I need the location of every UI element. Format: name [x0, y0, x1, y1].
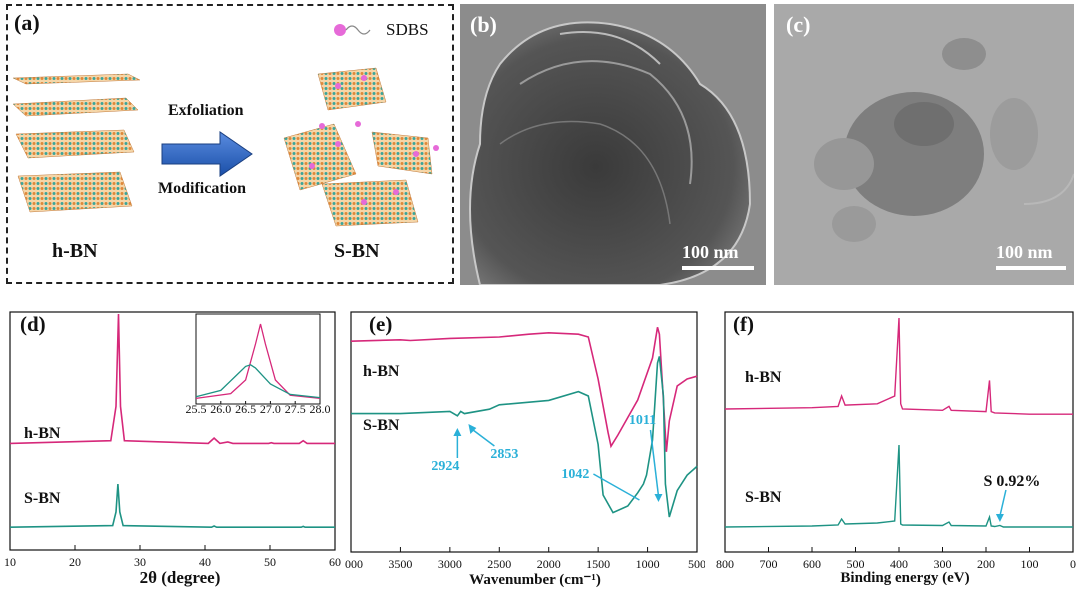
chart-f: 800 700 600 500 400 300 200 100 0 h-BN S-BN S 0.92%… [705, 308, 1080, 594]
chart-f-series-sbn-label: S-BN [745, 489, 782, 506]
chart-e-xtick-label: 3000 [438, 557, 462, 571]
sbn-flake-1 [317, 67, 387, 111]
chart-d-svg: 10 20 30 40 50 60 h-BN S-BN 25.5 26.0 26.5 27.0 27.5… [4, 311, 341, 569]
chart-e-xtick-label: 2000 [537, 557, 561, 571]
panel-a-schematic: (a) [6, 4, 454, 284]
chart-d-xlabel: 2θ (degree) [139, 568, 221, 587]
chart-d-inset-tick-label: 28.0 [310, 402, 331, 416]
chart-f-xtick-label: 100 [1021, 557, 1039, 571]
hbn-name: h-BN [52, 240, 98, 262]
sbn-flake-3 [371, 131, 433, 175]
chart-e-xtick-label: 1500 [586, 557, 610, 571]
chart-e-xtick-label: 1000 [636, 557, 660, 571]
chart-e-annot-2924-arrowhead [453, 428, 462, 436]
panel-f-label: (f) [733, 312, 754, 336]
chart-e-annot-2853-arrowhead [468, 424, 477, 434]
chart-e-xtick-label: 2500 [487, 557, 511, 571]
chart-f-xtick-label: 400 [890, 557, 908, 571]
chart-f-xtick-label: 600 [803, 557, 821, 571]
chart-e-xtick-label: 4000 [345, 557, 363, 571]
chart-f-annot-arrowhead [995, 514, 1004, 522]
chart-e: 4000 3500 3000 2500 2000 1500 1000 500 h-BN S-BN 2… [339, 308, 706, 594]
chart-e-series-sbn-label: S-BN [363, 417, 400, 434]
chart-f-annot-arrow [999, 489, 1007, 517]
chart-d-inset-tick-label: 26.5 [235, 402, 256, 416]
chart-f-xtick-label: 700 [760, 557, 778, 571]
chart-e-annot-2853-arrow [469, 427, 495, 447]
chart-d-xtick-label: 50 [264, 555, 276, 569]
schematic-drawing [12, 24, 439, 227]
chart-f-xtick-label: 0 [1070, 557, 1076, 571]
chart-d-inset-tick-label: 27.5 [285, 402, 306, 416]
exfoliation-label: Exfoliation [168, 102, 244, 119]
chart-d: 10 20 30 40 50 60 h-BN S-BN 25.5 26.0 26.5 27.0 27.5… [0, 308, 345, 594]
modification-label: Modification [158, 180, 246, 197]
chart-f-xlabel: Binding energy (eV) [840, 570, 970, 586]
sbn-name: S-BN [334, 240, 380, 262]
chart-f-xtick-label: 500 [847, 557, 865, 571]
chart-d-inset-tick-label: 27.0 [260, 402, 281, 416]
panel-c-tem-image: (c) 100 nm [774, 4, 1074, 285]
chart-d-inset-frame [195, 313, 321, 405]
hbn-layer-3 [15, 129, 135, 159]
sdbs-legend-icon [334, 24, 346, 36]
chart-d-xtick-label: 20 [69, 555, 81, 569]
chart-e-series-hbn-line [350, 326, 698, 452]
chart-d-xtick-label: 30 [134, 555, 146, 569]
hbn-layer-4 [17, 171, 133, 213]
chart-e-xlabel: Wavenumber (cm⁻¹) [469, 572, 601, 588]
sdbs-legend-label: SDBS [386, 20, 429, 39]
chart-e-annot-2853: 2853 [490, 447, 518, 462]
chart-d-inset-sbn-line [195, 364, 321, 399]
chart-e-annot-2924: 2924 [431, 459, 459, 474]
chart-d-plot-frame [9, 311, 336, 551]
chart-d-inset-tick-label: 25.5 [186, 402, 207, 416]
chart-e-annot-1011: 1011 [629, 413, 656, 428]
panel-b-label: (b) [470, 12, 497, 37]
chart-f-xtick-label: 200 [977, 557, 995, 571]
chart-f-xtick-label: 800 [716, 557, 734, 571]
tem-image-c [774, 4, 1074, 285]
chart-d-xtick-label: 10 [4, 555, 16, 569]
sbn-flake-2 [283, 123, 357, 191]
chart-d-series-hbn-line [9, 313, 335, 445]
chart-d-xtick-label: 60 [329, 555, 341, 569]
chart-d-series-sbn-label: S-BN [24, 490, 61, 507]
chart-d-xtick-label: 40 [199, 555, 211, 569]
chart-e-annot-1011-arrowhead [654, 494, 663, 502]
chart-f-xtick-label: 300 [934, 557, 952, 571]
chart-e-annot-1042: 1042 [561, 467, 589, 482]
sbn-flake-4 [321, 179, 419, 227]
chart-f-annot-s-label: S 0.92% [983, 473, 1040, 490]
chart-f-svg: 800 700 600 500 400 300 200 100 0 h-BN S-BN S 0.92% [716, 311, 1076, 571]
chart-e-xtick-label: 3500 [388, 557, 412, 571]
hbn-layer-2 [12, 97, 139, 117]
tem-image-b [460, 4, 766, 285]
chart-e-series-hbn-label: h-BN [363, 363, 400, 380]
chart-d-inset-hbn-line [195, 323, 321, 400]
scale-label-b: 100 nm [682, 242, 739, 262]
chart-f-series-hbn-line [724, 317, 1073, 415]
chart-e-plot-frame [350, 311, 698, 553]
scale-bar-b [682, 266, 754, 270]
chart-d-series-hbn-label: h-BN [24, 425, 61, 442]
chart-d-series-sbn-line [9, 483, 335, 529]
hbn-layer-1 [12, 73, 141, 85]
exfoliation-arrow-icon [161, 131, 253, 177]
chart-e-annot-1042-arrow [593, 473, 640, 501]
scale-bar-c [996, 266, 1066, 270]
chart-f-series-hbn-label: h-BN [745, 369, 782, 386]
panel-b-tem-image: (b) 100 nm [460, 4, 766, 285]
panel-d-label: (d) [20, 312, 46, 336]
chart-e-annot-1011-arrow [649, 429, 660, 497]
scale-label-c: 100 nm [996, 242, 1053, 262]
panel-c-label: (c) [786, 12, 811, 37]
chart-f-series-sbn-line [724, 444, 1073, 528]
chart-d-inset-tick-label: 26.0 [210, 402, 231, 416]
chart-e-svg: 4000 3500 3000 2500 2000 1500 1000 500 h-BN S-BN 2… [339, 311, 706, 571]
chart-e-series-sbn-line [351, 356, 698, 518]
panel-e-label: (e) [369, 312, 393, 336]
chart-e-xtick-label: 500 [688, 557, 705, 571]
panel-a-label: (a) [14, 10, 40, 35]
